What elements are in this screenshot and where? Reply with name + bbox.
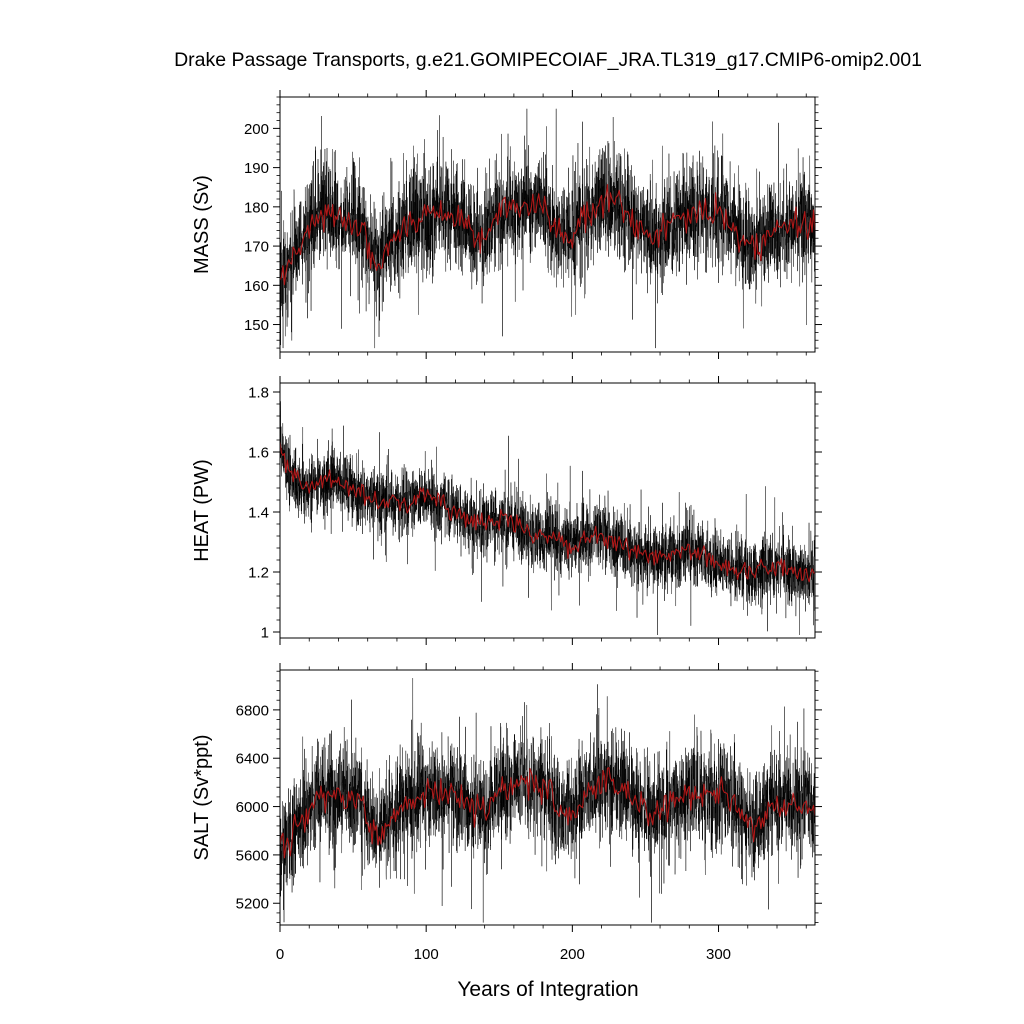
heat-plot-frame — [279, 382, 816, 639]
salt-y-tick-label: 6000 — [236, 799, 269, 816]
salt-raw-series-line — [279, 677, 816, 923]
x-tick-label: 300 — [706, 946, 731, 963]
panel-heat: 1 1.2 1.4 1.6 1.8 HEAT (PW) — [191, 376, 822, 645]
heat-y-tick-label: 1.8 — [248, 385, 269, 402]
panel-salt: 5200 5600 6000 6400 6800 SALT (Sv*ppt) 0 100 200… — [191, 663, 822, 963]
heat-y-tick-label: 1.6 — [248, 445, 269, 462]
heat-raw-series-line — [279, 401, 816, 636]
panel-mass: 150 160 170 180 190 200 MASS (Sv) — [191, 90, 822, 359]
mass-plot-frame — [279, 96, 816, 353]
salt-y-tick-label: 6800 — [236, 702, 269, 719]
mass-y-tick-label: 160 — [244, 278, 269, 295]
heat-y-tick-label: 1.4 — [248, 505, 269, 522]
x-axis-label: Years of Integration — [457, 978, 638, 1001]
salt-y-tick-label: 5200 — [236, 896, 269, 913]
mass-y-tick-label: 180 — [244, 199, 269, 216]
salt-y-tick-label: 6400 — [236, 751, 269, 768]
salt-smoothed-series-line — [279, 767, 816, 859]
salt-plot-frame — [279, 669, 816, 926]
salt-y-axis-label: SALT (Sv*ppt) — [191, 735, 213, 861]
mass-smoothed-series-line — [279, 184, 816, 286]
salt-y-tick-label: 5600 — [236, 847, 269, 864]
mass-y-tick-label: 150 — [244, 317, 269, 334]
mass-y-axis-label: MASS (Sv) — [191, 175, 213, 274]
x-tick-label: 200 — [560, 946, 585, 963]
heat-y-axis-label: HEAT (PW) — [191, 459, 213, 562]
mass-y-tick-label: 190 — [244, 160, 269, 177]
mass-y-tick-label: 200 — [244, 121, 269, 138]
mass-y-tick-label: 170 — [244, 239, 269, 256]
mass-raw-series-line — [279, 108, 816, 349]
heat-y-tick-label: 1.2 — [248, 565, 269, 582]
x-tick-label: 0 — [276, 946, 284, 963]
heat-smoothed-series-line — [279, 441, 816, 583]
x-tick-label: 100 — [414, 946, 439, 963]
heat-y-tick-label: 1 — [261, 625, 269, 642]
figure-title: Drake Passage Transports, g.e21.GOMIPECO… — [174, 49, 922, 71]
